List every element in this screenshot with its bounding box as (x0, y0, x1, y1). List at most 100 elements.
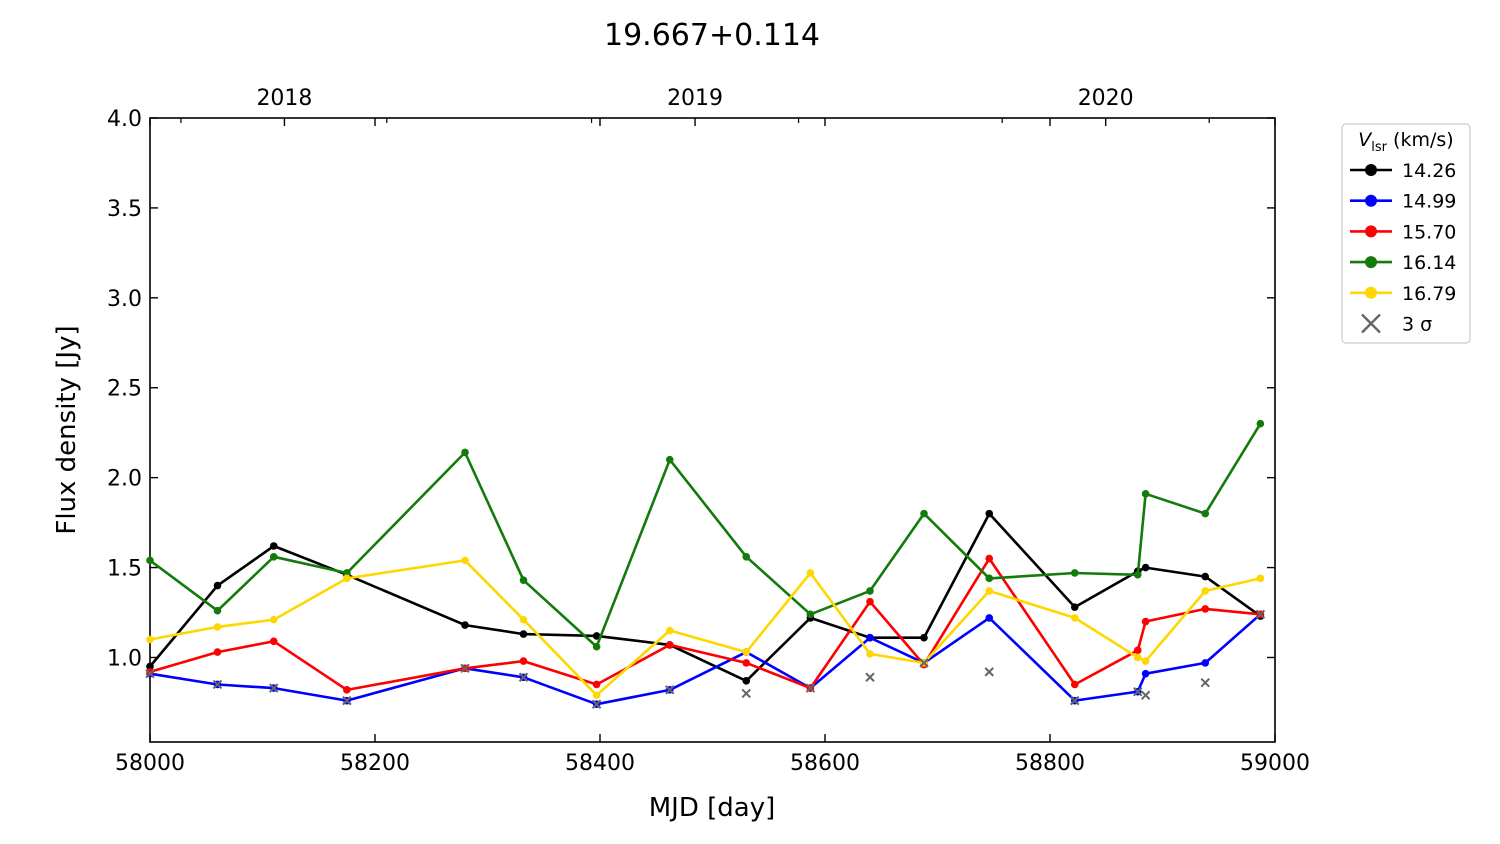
data-point (343, 574, 351, 583)
legend-entry-sigma: 3 σ (1361, 313, 1432, 336)
data-point (146, 635, 154, 644)
y-tick-label: 3.0 (107, 287, 142, 312)
sigma-marker (212, 679, 223, 690)
sigma-stroke (269, 683, 279, 693)
sigma-stroke (1140, 690, 1151, 700)
data-point (461, 621, 469, 629)
sigma-stroke (741, 688, 751, 699)
y-tick-label: 1.0 (107, 646, 142, 671)
data-point (343, 686, 351, 694)
legend-entry: 16.14 (1350, 252, 1456, 274)
sigma-marker (269, 683, 279, 693)
legend-label: 16.79 (1402, 283, 1456, 305)
data-point (213, 581, 222, 590)
data-point (213, 648, 222, 656)
legend-marker (1365, 256, 1377, 269)
chart-title: 19.667+0.114 (604, 18, 820, 53)
data-point (1201, 572, 1210, 581)
data-point (665, 626, 674, 635)
data-point (1141, 563, 1150, 572)
data-point (213, 623, 222, 631)
sigma-stroke (984, 667, 994, 677)
sigma-marker (865, 672, 875, 682)
data-point (1256, 419, 1265, 428)
data-point (1141, 657, 1150, 665)
plot-frame (149, 117, 1276, 743)
data-point (592, 642, 601, 651)
sigma-marker (1133, 686, 1143, 697)
series-line (149, 423, 1262, 649)
sigma-stroke (1133, 686, 1143, 697)
data-point (806, 610, 815, 619)
legend-marker (1365, 164, 1377, 176)
data-point (1141, 669, 1150, 678)
data-point (592, 632, 601, 640)
data-point (1133, 570, 1142, 579)
sigma-stroke (1070, 695, 1080, 706)
data-point (742, 677, 751, 685)
legend-title: Vlsr (km/s) (1358, 129, 1453, 155)
data-point (1201, 587, 1210, 595)
data-point (985, 574, 994, 583)
data-point (519, 630, 528, 638)
x-tick-label: 58400 (565, 751, 635, 776)
data-point (1141, 490, 1150, 498)
data-point (1256, 574, 1265, 583)
sigma-stroke (342, 695, 352, 706)
y-tick-label: 3.5 (107, 197, 142, 222)
data-point (665, 641, 674, 649)
data-point (1201, 605, 1210, 613)
data-point (461, 556, 469, 565)
legend-label: 16.14 (1402, 252, 1456, 274)
legend-marker (1365, 194, 1377, 207)
data-point (1201, 509, 1210, 518)
sigma-marker (984, 667, 994, 677)
data-point (985, 587, 994, 595)
series-layer (146, 419, 1265, 709)
sigma-stroke (665, 685, 675, 695)
sigma-marker (919, 658, 929, 668)
data-point (269, 552, 278, 561)
data-point (213, 606, 222, 615)
sigma-marker (1200, 677, 1210, 688)
series-16.14 (146, 419, 1265, 651)
data-point (1070, 569, 1079, 577)
sigma-marker (460, 663, 470, 673)
data-point (1141, 617, 1150, 626)
sigma-stroke (1255, 609, 1266, 620)
data-point (519, 657, 528, 665)
data-point (985, 554, 994, 563)
sigma-stroke (212, 679, 223, 690)
series-line (149, 512, 1262, 683)
legend-label: 14.99 (1402, 191, 1456, 213)
y-tick-label: 2.5 (107, 377, 142, 402)
x-tick-label: 58000 (115, 751, 185, 776)
sigma-marker (145, 668, 155, 679)
data-point (866, 650, 874, 658)
sigma-marker (342, 695, 352, 706)
data-point (461, 448, 469, 457)
data-point (920, 633, 928, 642)
data-point (806, 569, 815, 577)
sigma-marker (518, 672, 529, 682)
sigma-marker (665, 685, 675, 695)
x-axis-title: MJD [day] (649, 793, 776, 823)
data-point (146, 556, 154, 565)
sigma-markers (145, 609, 1266, 709)
data-point (866, 587, 874, 595)
data-point (985, 509, 994, 518)
sigma-stroke (145, 668, 155, 679)
legend-marker (1365, 225, 1377, 238)
series-line (149, 613, 1262, 706)
legend-sigma-stroke (1361, 313, 1381, 334)
legend: Vlsr (km/s) 14.26 14.99 15.70 16.14 16.79 3 σ (1341, 123, 1471, 344)
data-point (920, 509, 928, 518)
sigma-marker (1140, 690, 1151, 700)
data-point (742, 648, 751, 656)
year-label: 2018 (256, 86, 312, 111)
legend-marker (1365, 286, 1377, 299)
data-point (269, 615, 278, 624)
top-year-axis: 2018 2019 2020 (180, 86, 1210, 126)
data-point (343, 569, 351, 577)
